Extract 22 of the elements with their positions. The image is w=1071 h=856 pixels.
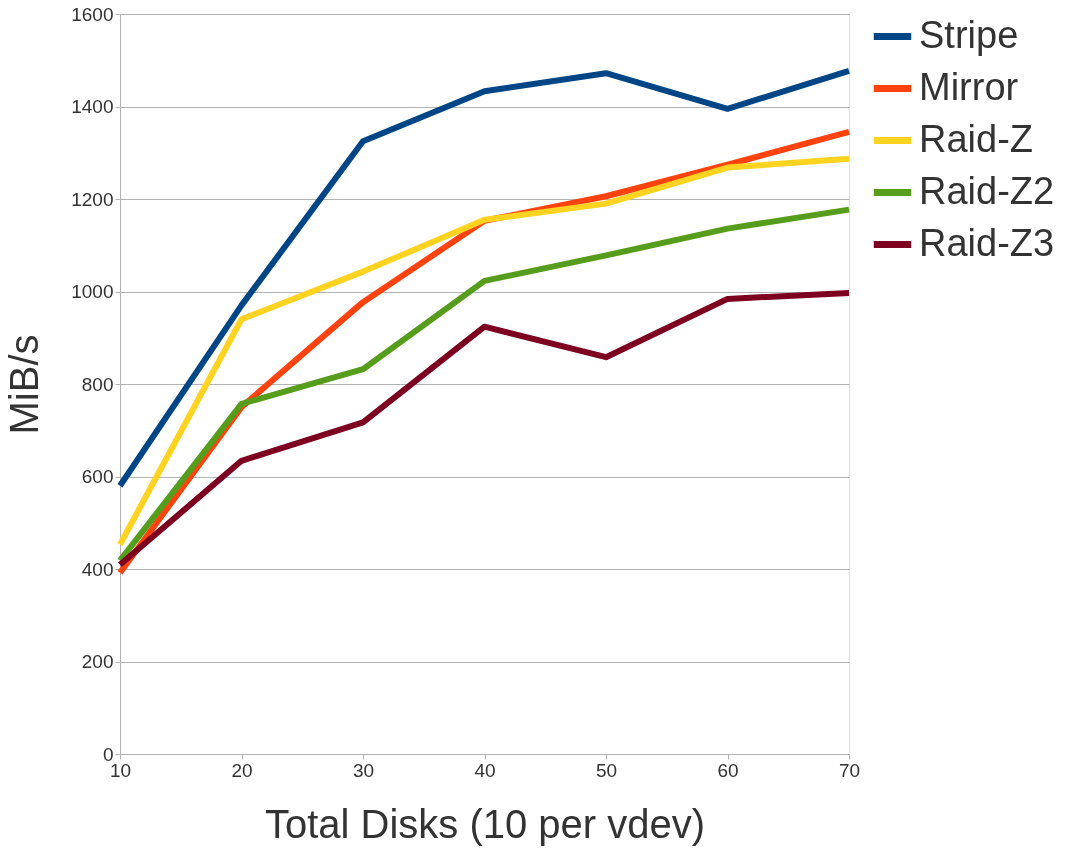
x-tick-label: 70 [838,759,861,781]
y-tick-label: 600 [81,466,114,487]
y-tick-label: 400 [81,558,114,580]
legend-label: Raid-Z [919,117,1034,160]
y-tick-label: 1600 [71,3,114,25]
y-tick-label: 1000 [71,281,114,302]
y-tick-label: 1400 [71,96,114,117]
y-tick-label: 200 [81,651,114,672]
y-tick-label: 0 [102,743,114,765]
legend-label: Mirror [919,65,1019,108]
x-tick-label: 40 [474,759,496,781]
y-axis-title: MiB/s [2,334,47,435]
y-tick-label: 1200 [71,188,114,210]
y-tick-label: 800 [81,373,114,395]
legend-label: Raid-Z3 [919,221,1055,264]
legend-label: Stripe [919,13,1019,56]
x-axis-title: Total Disks (10 per vdev) [264,801,706,846]
x-tick-label: 30 [352,759,375,781]
x-tick-label: 50 [595,759,618,781]
x-tick-label: 60 [717,759,739,781]
legend-label: Raid-Z2 [919,169,1055,212]
x-tick-label: 20 [231,759,253,781]
